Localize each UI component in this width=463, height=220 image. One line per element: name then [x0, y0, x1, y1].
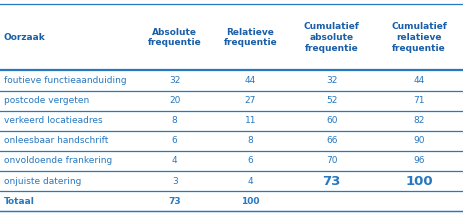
Text: 96: 96 — [413, 156, 424, 165]
Text: Absolute
frequentie: Absolute frequentie — [148, 28, 201, 47]
Text: 8: 8 — [171, 116, 177, 125]
Text: 4: 4 — [247, 176, 253, 185]
Text: Cumulatief
absolute
frequentie: Cumulatief absolute frequentie — [303, 22, 359, 53]
Text: 90: 90 — [413, 136, 424, 145]
Text: 27: 27 — [244, 96, 256, 105]
Text: 44: 44 — [244, 76, 256, 85]
Text: onleesbaar handschrift: onleesbaar handschrift — [4, 136, 108, 145]
Text: 66: 66 — [325, 136, 337, 145]
Text: onvoldoende frankering: onvoldoende frankering — [4, 156, 112, 165]
Text: 32: 32 — [325, 76, 337, 85]
Text: 60: 60 — [325, 116, 337, 125]
Text: 52: 52 — [325, 96, 337, 105]
Text: 6: 6 — [171, 136, 177, 145]
Text: 71: 71 — [413, 96, 424, 105]
Text: Relatieve
frequentie: Relatieve frequentie — [223, 28, 276, 47]
Text: 100: 100 — [241, 197, 259, 206]
Text: 4: 4 — [171, 156, 177, 165]
Text: 32: 32 — [169, 76, 180, 85]
Text: 70: 70 — [325, 156, 337, 165]
Text: postcode vergeten: postcode vergeten — [4, 96, 89, 105]
Text: 73: 73 — [322, 174, 340, 187]
Text: foutieve functieaanduiding: foutieve functieaanduiding — [4, 76, 126, 85]
Text: 44: 44 — [413, 76, 424, 85]
Text: 20: 20 — [169, 96, 180, 105]
Text: 82: 82 — [413, 116, 424, 125]
Text: 100: 100 — [404, 174, 432, 187]
Text: onjuiste datering: onjuiste datering — [4, 176, 81, 185]
Text: verkeerd locatieadres: verkeerd locatieadres — [4, 116, 102, 125]
Text: 3: 3 — [171, 176, 177, 185]
Text: Oorzaak: Oorzaak — [4, 33, 45, 42]
Text: 6: 6 — [247, 156, 253, 165]
Text: 8: 8 — [247, 136, 253, 145]
Text: 73: 73 — [168, 197, 181, 206]
Text: Cumulatief
relatieve
frequentie: Cumulatief relatieve frequentie — [390, 22, 446, 53]
Text: Totaal: Totaal — [4, 197, 35, 206]
Text: 11: 11 — [244, 116, 256, 125]
